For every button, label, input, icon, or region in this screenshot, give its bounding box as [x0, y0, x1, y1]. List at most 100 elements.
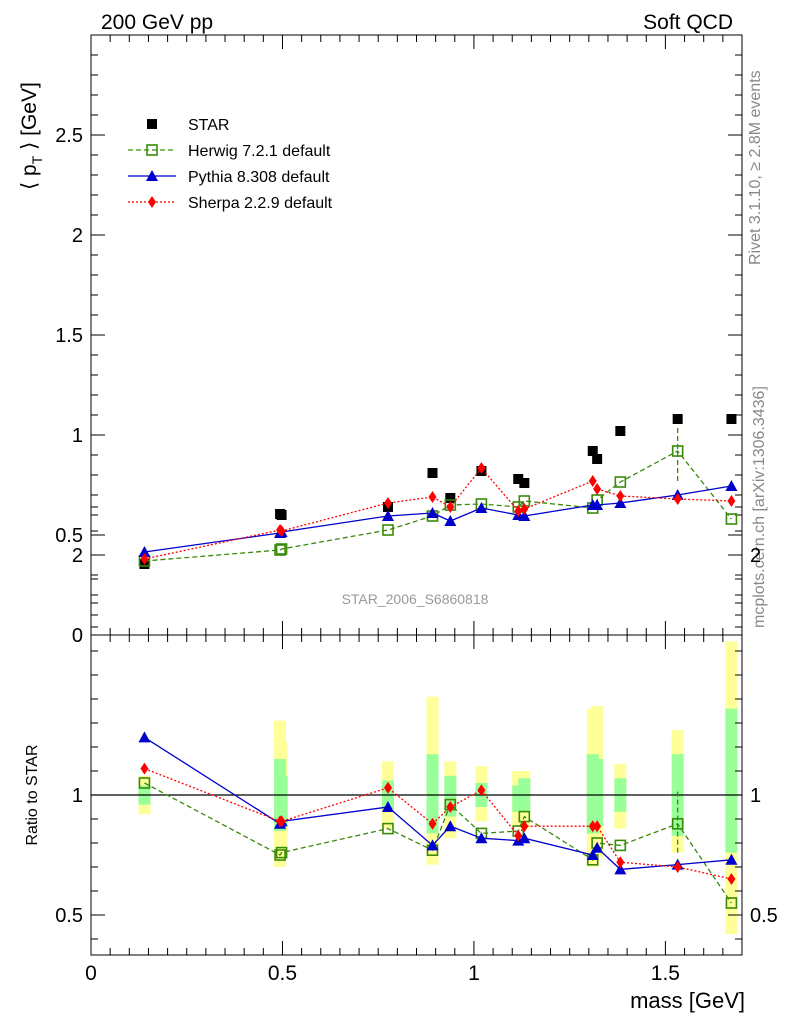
main-series-line-2 [144, 485, 732, 553]
rivet-version-text: Rivet 3.1.10, ≥ 2.8M events [747, 70, 764, 265]
ratio-data-point [514, 829, 523, 842]
main-data-point [477, 462, 486, 474]
ratio-y-tick-label-right: 0.5 [750, 905, 778, 927]
mcplots-reference-text: mcplots.cern.ch [arXiv:1306.3436] [751, 386, 768, 628]
legend-marker [147, 119, 157, 129]
ratio-data-point [140, 762, 149, 775]
ratio-data-point [593, 820, 602, 833]
main-data-point [383, 497, 392, 509]
main-data-point [445, 493, 456, 503]
ratio-y-tick-label: 0.5 [55, 905, 83, 927]
main-data-point [446, 501, 455, 513]
ratio-data-point [446, 801, 455, 813]
main-data-point [381, 510, 394, 521]
main-data-point [616, 490, 625, 502]
uncertainty-band-inner [275, 775, 288, 827]
main-y-tick-label: 2.5 [55, 125, 83, 147]
legend: STAR Herwig 7.2.1 default Pythia 8.308 def… [128, 117, 333, 212]
ratio-y-tick-label-right: 2 [750, 545, 761, 567]
ratio-data-point [591, 841, 604, 853]
main-y-tick-label: 0 [72, 625, 83, 647]
ratio-data-point [614, 839, 627, 852]
ratio-y-axis-label: Ratio to STAR [24, 744, 41, 845]
uncertainty-band-inner [725, 708, 738, 853]
main-data-point [274, 544, 286, 556]
ratio-data-point [520, 820, 529, 833]
ratio-series-line-1 [144, 736, 732, 871]
ratio-data-point [444, 820, 457, 832]
main-data-point [671, 445, 684, 457]
main-data-point [592, 454, 603, 464]
main-data-point [519, 478, 530, 488]
main-data-point [591, 499, 604, 510]
main-data-point [673, 493, 682, 505]
x-axis-label: mass [GeV] [630, 988, 745, 1013]
main-data-point [513, 474, 524, 484]
ratio-data-point [725, 853, 738, 865]
ratio-data-point [275, 846, 288, 859]
main-data-point [725, 480, 738, 491]
ratio-data-point [383, 781, 392, 794]
ratio-data-point [586, 849, 599, 860]
ratio-y-tick-label: 2 [72, 545, 83, 567]
legend-marker [146, 170, 158, 181]
main-data-point [587, 446, 598, 456]
legend-label: Herwig 7.2.1 default [188, 143, 331, 160]
ratio-data-point [138, 777, 151, 789]
ratio-data-point [138, 731, 151, 743]
main-data-point [514, 505, 523, 517]
main-data-point [382, 524, 394, 536]
main-y-tick-label: 2 [72, 225, 83, 247]
main-series-line-1 [144, 450, 732, 562]
ratio-data-point [725, 897, 738, 909]
ratio-data-point [673, 861, 682, 873]
main-data-point [672, 414, 683, 424]
uncertainty-band-inner [591, 759, 604, 827]
main-y-tick-label: 1 [72, 425, 83, 447]
legend-label: Pythia 8.308 default [188, 169, 330, 186]
ratio-plot-panel: 0.5 0.5 1 1 2 2 0 0.5 1 1.5 [55, 506, 778, 985]
main-y-tick-label: 1.5 [55, 325, 83, 347]
ratio-data-point [475, 832, 488, 844]
main-data-point [428, 491, 437, 503]
header-left: 200 GeV pp [101, 11, 213, 34]
main-data-point [444, 515, 457, 526]
main-data-point [518, 510, 531, 521]
main-y-axis-label: ⟨ pT ⟩ [GeV] [18, 82, 45, 190]
main-data-point [593, 483, 602, 495]
main-data-point [727, 495, 736, 507]
main-data-point [615, 426, 626, 436]
main-data-point [276, 510, 287, 520]
main-data-point [726, 414, 737, 424]
main-data-point [427, 468, 438, 478]
ratio-data-point [616, 856, 625, 869]
uncertainty-band-inner [426, 754, 439, 834]
x-tick-label: 0 [85, 962, 97, 985]
analysis-watermark: STAR_2006_S6860818 [342, 591, 489, 607]
main-plot-panel: 0 0.5 1 1.5 2 2.5 STAR Herwig 7.2.1 default Pyth… [55, 34, 743, 647]
main-series-line-3 [144, 466, 732, 560]
main-data-point [614, 497, 627, 508]
x-tick-label: 1 [468, 962, 480, 985]
legend-label: Sherpa 2.2.9 default [188, 195, 333, 212]
ratio-data-point [382, 822, 394, 835]
ratio-data-point [727, 873, 736, 885]
ratio-data-point [381, 801, 394, 812]
main-data-point [520, 503, 529, 515]
ratio-data-point [274, 849, 286, 861]
ratio-data-point [518, 832, 531, 844]
ratio-data-point [671, 817, 684, 830]
ratio-data-point [614, 863, 627, 875]
main-data-point [277, 525, 286, 537]
ratio-data-point [277, 815, 286, 828]
main-data-point [725, 513, 738, 525]
ratio-y-tick-label-right: 1 [750, 785, 761, 807]
ratio-y-tick-label: 1 [72, 785, 83, 807]
main-data-point [275, 543, 288, 555]
legend-marker [148, 196, 156, 208]
legend-label: STAR [188, 117, 229, 134]
main-data-point [475, 502, 488, 513]
ratio-series-line-2 [144, 767, 732, 880]
main-data-point [138, 546, 151, 557]
